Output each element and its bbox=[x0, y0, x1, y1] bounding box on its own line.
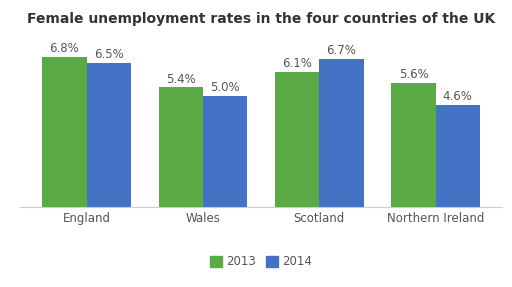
Text: 5.6%: 5.6% bbox=[399, 68, 429, 81]
Text: 6.1%: 6.1% bbox=[282, 57, 312, 70]
Bar bbox=[319, 59, 364, 207]
Text: 6.8%: 6.8% bbox=[50, 42, 79, 55]
Text: 5.4%: 5.4% bbox=[166, 73, 196, 86]
Title: Female unemployment rates in the four countries of the UK: Female unemployment rates in the four co… bbox=[27, 12, 495, 26]
Bar bbox=[436, 105, 480, 207]
Bar bbox=[159, 88, 203, 207]
Text: 4.6%: 4.6% bbox=[443, 90, 473, 103]
Bar bbox=[87, 63, 131, 207]
Legend: 2013, 2014: 2013, 2014 bbox=[205, 251, 317, 273]
Text: 6.7%: 6.7% bbox=[327, 44, 356, 57]
Text: 6.5%: 6.5% bbox=[94, 49, 123, 61]
Bar bbox=[42, 57, 87, 207]
Bar bbox=[275, 72, 319, 207]
Bar bbox=[392, 83, 436, 207]
Text: 5.0%: 5.0% bbox=[210, 82, 240, 94]
Bar bbox=[203, 96, 247, 207]
